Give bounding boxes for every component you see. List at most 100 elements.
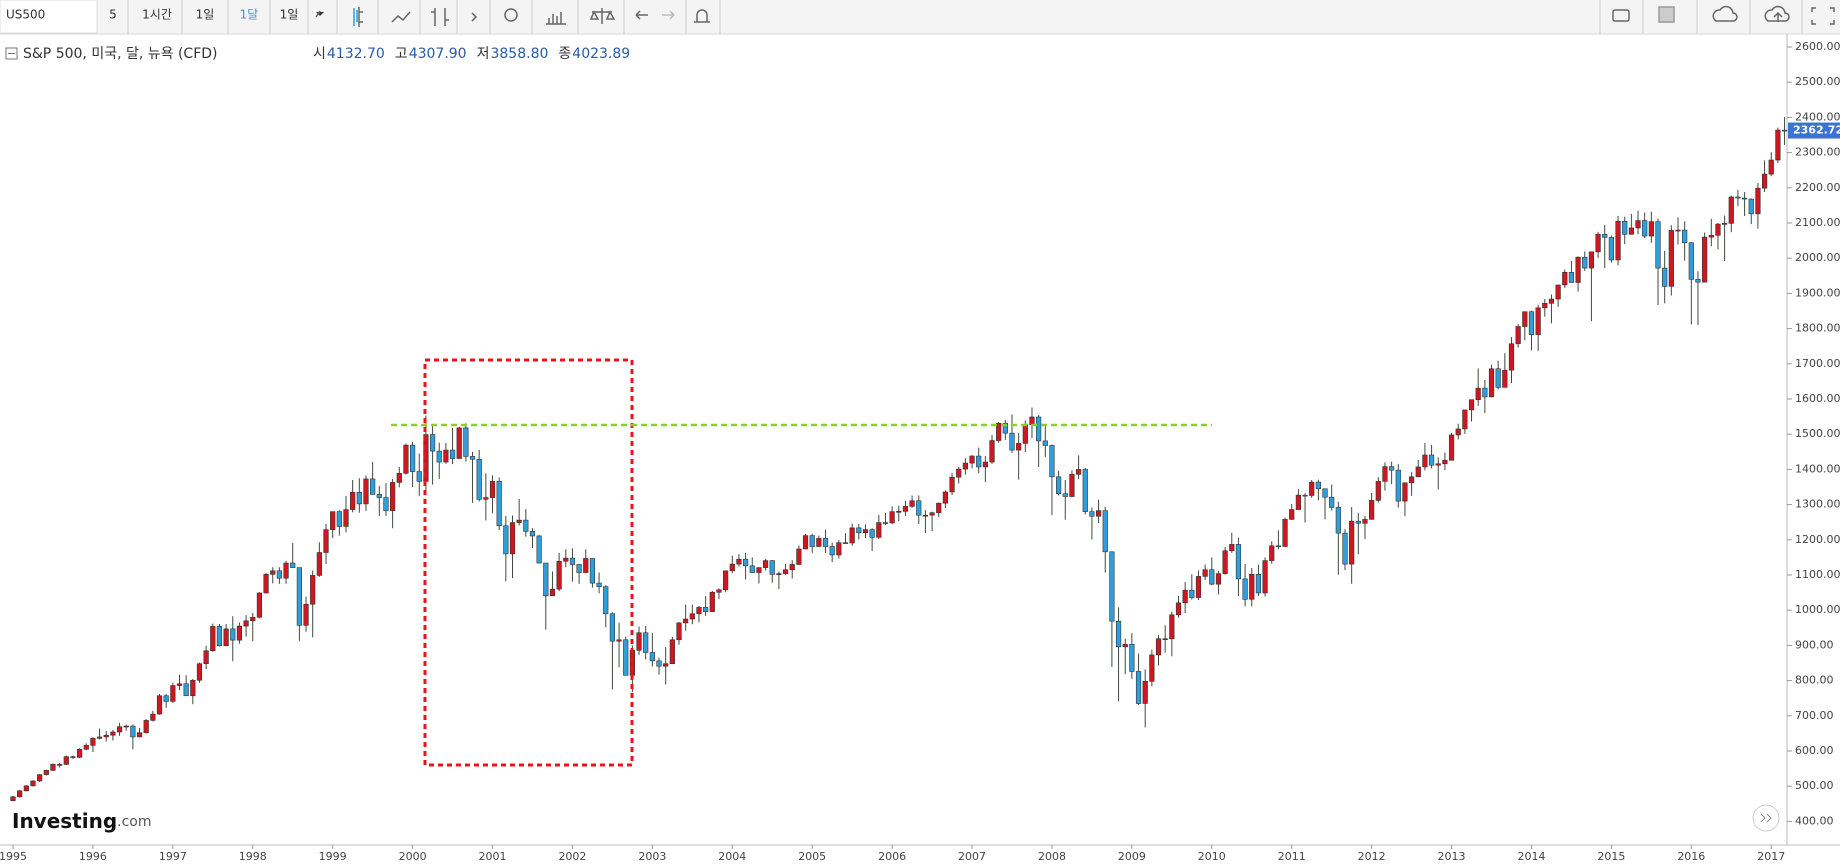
candle-icon[interactable] — [353, 8, 358, 26]
candle-body — [1488, 368, 1495, 398]
candle-body — [1608, 237, 1614, 261]
candle-body — [243, 620, 249, 627]
x-tick-label: 2012 — [1358, 850, 1386, 863]
candle-body — [96, 736, 103, 739]
candle-body — [1016, 443, 1022, 451]
candle-body — [716, 589, 722, 593]
candle-body — [183, 683, 189, 697]
y-tick-label: 2500.00 — [1795, 75, 1840, 88]
compare-icon[interactable] — [589, 8, 616, 24]
candle-body — [1728, 196, 1734, 224]
candle-body — [762, 560, 769, 568]
candle-body — [63, 756, 69, 765]
interval-button[interactable]: 1달 — [240, 8, 259, 22]
symbol: US500 — [6, 8, 45, 22]
candle-body — [330, 511, 336, 530]
candle-body — [476, 458, 482, 500]
candle-body — [729, 563, 735, 572]
candle-body — [1768, 159, 1774, 175]
candle-body — [796, 548, 802, 565]
candle-body — [1295, 494, 1301, 510]
candle-body — [856, 527, 862, 534]
candle-body — [1122, 644, 1128, 648]
candle-body — [270, 570, 276, 575]
candle-body — [190, 679, 196, 697]
x-tick-label: 2016 — [1677, 850, 1705, 863]
candle-body — [1428, 454, 1435, 466]
bar-icon[interactable] — [431, 8, 449, 26]
x-tick-label: 2013 — [1438, 850, 1466, 863]
settings-icon[interactable] — [504, 8, 518, 22]
ohlc-key: 저 — [477, 46, 490, 62]
candle-body — [1175, 602, 1182, 616]
interval-button[interactable]: 1시간 — [142, 8, 172, 22]
candle-body — [263, 574, 269, 594]
cloud-icon[interactable] — [1712, 5, 1738, 22]
dropdown-icon[interactable] — [471, 12, 478, 22]
candle-body — [1349, 520, 1355, 565]
candle-body — [456, 427, 462, 459]
candle-body — [310, 575, 316, 605]
candle-body — [296, 567, 302, 626]
series-name: S&P 500, 미국, 달, 뉴욕 (CFD) — [23, 46, 218, 62]
candle-body — [1515, 326, 1521, 345]
candle-body — [563, 557, 569, 562]
candle-body — [916, 500, 922, 516]
candle-body — [1775, 129, 1781, 161]
fullscreen-icon[interactable] — [1811, 7, 1835, 25]
candle-body — [1329, 496, 1335, 508]
candle-body — [1255, 574, 1262, 594]
candle-body — [1076, 469, 1082, 475]
candle-body — [849, 527, 855, 544]
icon[interactable] — [315, 7, 363, 27]
y-tick-label: 2100.00 — [1795, 216, 1840, 229]
collapse-toggle[interactable] — [5, 47, 18, 60]
candle-body — [529, 531, 536, 537]
candle-body — [1575, 256, 1581, 283]
line-icon[interactable] — [391, 11, 411, 23]
candle-body — [1582, 256, 1588, 269]
interval-button[interactable]: 5 — [109, 8, 117, 22]
symbol-input[interactable] — [0, 0, 98, 34]
candle-body — [636, 632, 642, 651]
candle-body — [1482, 387, 1488, 398]
candle-body — [1262, 560, 1268, 594]
candle-body — [836, 542, 842, 556]
candle-body — [1102, 510, 1108, 553]
undo-icon[interactable] — [635, 10, 648, 20]
interval-button[interactable]: 1일 — [196, 8, 215, 22]
candle-body — [1715, 223, 1721, 236]
candle-body — [1528, 311, 1535, 335]
candle-body — [1369, 500, 1375, 520]
interval-button[interactable]: 1일 — [280, 8, 299, 22]
x-tick-label: 2005 — [798, 850, 826, 863]
candle-body — [543, 562, 549, 597]
redo-icon[interactable] — [662, 10, 675, 20]
y-tick-label: 800.00 — [1795, 674, 1834, 687]
x-tick-label: 2008 — [1038, 850, 1066, 863]
candle-body — [1129, 644, 1135, 672]
scroll-button[interactable] — [1752, 804, 1780, 832]
candle-body — [350, 491, 356, 510]
candle-body — [656, 660, 662, 667]
alert-icon[interactable] — [694, 9, 710, 23]
candle-body — [1495, 368, 1501, 388]
candle-body — [1249, 574, 1255, 600]
upload-icon[interactable] — [1764, 5, 1790, 22]
candle-body — [1662, 267, 1668, 287]
candle-body — [1455, 428, 1461, 436]
indicator-icon[interactable] — [546, 12, 566, 25]
candle-body — [303, 603, 309, 626]
plot — [10, 117, 1788, 802]
candle-body — [616, 639, 622, 642]
color-icon[interactable] — [1658, 6, 1675, 23]
candle-body — [942, 491, 948, 504]
candle-body — [17, 790, 23, 798]
camera-icon[interactable] — [1612, 9, 1630, 22]
candle-body — [882, 522, 889, 524]
x-tick-label: 2015 — [1597, 850, 1625, 863]
x-tick-label: 1997 — [159, 850, 187, 863]
x-tick-label: 2001 — [479, 850, 507, 863]
candle-body — [1375, 481, 1381, 501]
